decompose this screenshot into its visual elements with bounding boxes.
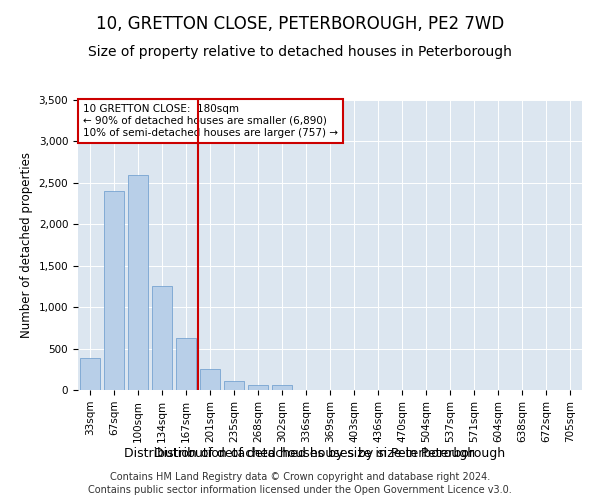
Text: Size of property relative to detached houses in Peterborough: Size of property relative to detached ho… — [88, 45, 512, 59]
Text: Distribution of detached houses by size in Peterborough: Distribution of detached houses by size … — [124, 448, 476, 460]
Bar — [80, 358, 100, 390]
Bar — [272, 386, 292, 390]
X-axis label: Distribution of detached houses by size in Peterborough: Distribution of detached houses by size … — [154, 448, 506, 460]
Text: Contains HM Land Registry data © Crown copyright and database right 2024.
Contai: Contains HM Land Registry data © Crown c… — [88, 472, 512, 495]
Bar — [152, 286, 172, 390]
Bar — [200, 370, 220, 390]
Bar — [248, 384, 268, 390]
Bar — [128, 174, 148, 390]
Bar — [224, 382, 244, 390]
Bar — [104, 191, 124, 390]
Bar — [176, 338, 196, 390]
Text: 10 GRETTON CLOSE:  180sqm
← 90% of detached houses are smaller (6,890)
10% of se: 10 GRETTON CLOSE: 180sqm ← 90% of detach… — [83, 104, 338, 138]
Y-axis label: Number of detached properties: Number of detached properties — [20, 152, 33, 338]
Text: 10, GRETTON CLOSE, PETERBOROUGH, PE2 7WD: 10, GRETTON CLOSE, PETERBOROUGH, PE2 7WD — [96, 15, 504, 33]
